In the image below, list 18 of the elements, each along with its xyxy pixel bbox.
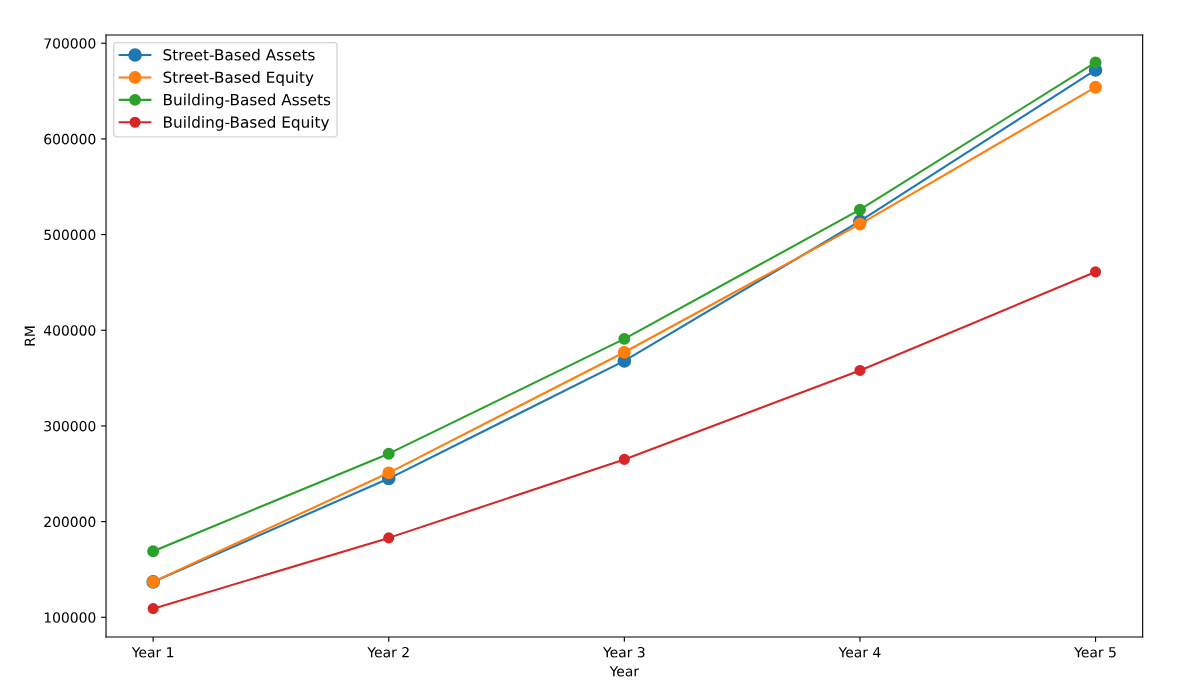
x-tick-label: Year 1 [131, 647, 174, 658]
y-tick-label: 100000 [44, 612, 96, 623]
legend-label: Building-Based Assets [164, 93, 331, 109]
x-tick-label: Year 3 [602, 646, 645, 658]
y-tick-label: 200000 [44, 516, 96, 528]
y-axis-title: RM [24, 326, 35, 346]
x-tick-label: Year 4 [838, 647, 881, 658]
legend-label: Street-Based Assets [163, 48, 315, 61]
y-tick-label: 300000 [44, 420, 96, 432]
x-axis-title: Year [609, 666, 640, 677]
y-tick-label: 500000 [44, 229, 96, 241]
y-tick-label: 600000 [44, 133, 96, 145]
x-tick-label: Year 5 [1074, 647, 1116, 658]
legend-label: Building-Based Equity [164, 116, 330, 131]
legend-label: Street-Based Equity [163, 71, 314, 86]
y-tick-label: 700000 [44, 38, 96, 49]
x-tick-label: Year 2 [367, 646, 409, 658]
y-tick-label: 400000 [43, 325, 96, 336]
